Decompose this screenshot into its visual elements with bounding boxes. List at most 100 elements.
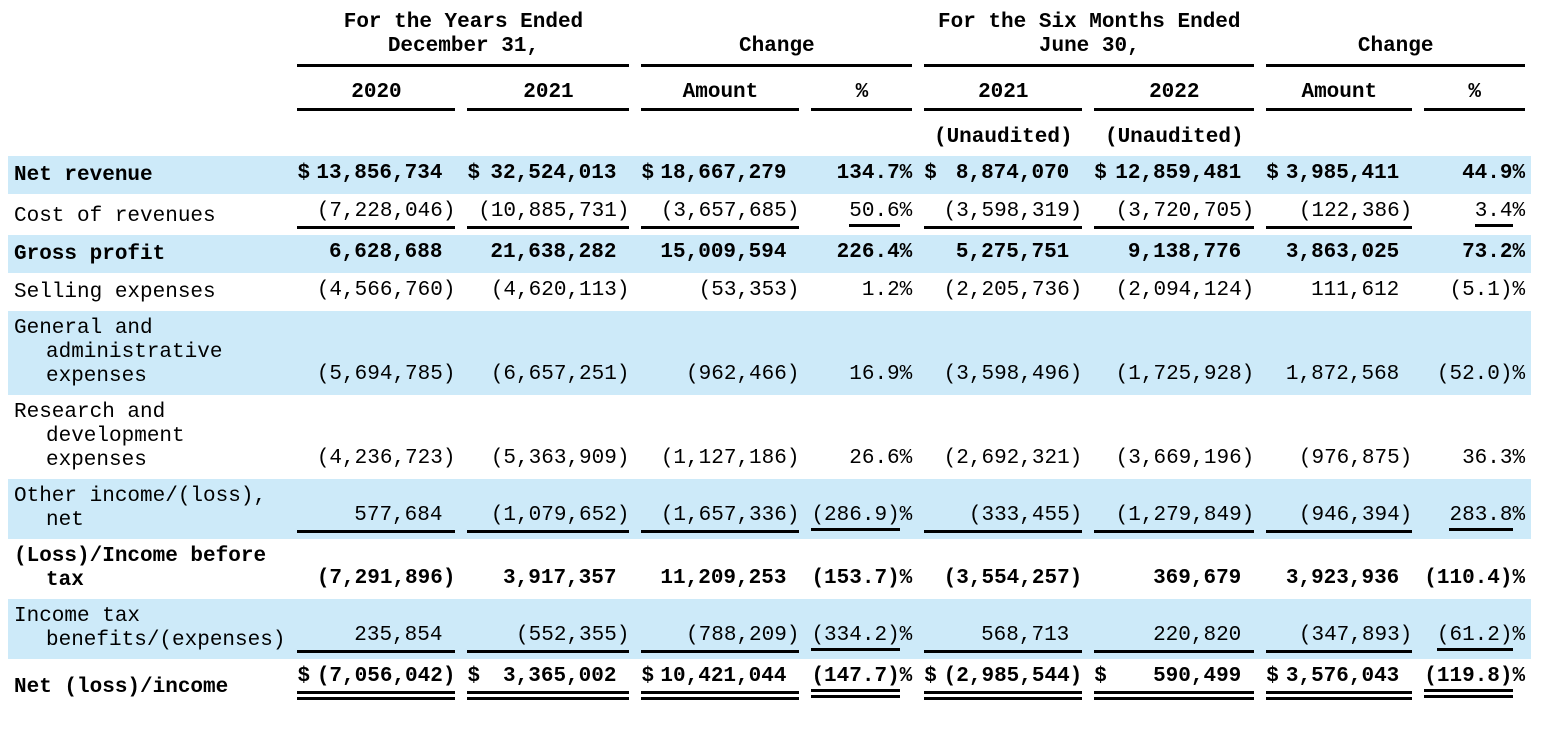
dollar-sign: $	[641, 162, 655, 185]
cell-value: (2,205,736)	[943, 279, 1083, 302]
dollar-sign: $	[467, 665, 481, 688]
cell-value: (7,228,046)	[316, 200, 456, 223]
cell-value: (286.9)	[811, 504, 900, 531]
cell-value: (2,094,124)	[1115, 279, 1255, 302]
amount-cell: (7,291,896)	[291, 539, 461, 599]
cell-value: 9,138,776	[1127, 241, 1242, 264]
group-six-months-cell: For the Six Months Ended June 30,	[918, 5, 1260, 73]
cell-value: (3,554,257)	[943, 567, 1083, 590]
corner-blank-cell	[8, 5, 291, 73]
cell-value: 577,684	[354, 504, 443, 527]
cell-value: 5,275,751	[955, 241, 1070, 264]
row-label: Net (loss)/income	[14, 676, 229, 699]
blank-cell	[8, 73, 291, 117]
dollar-sign: $	[924, 665, 937, 688]
cell-value: 10,421,044	[660, 665, 787, 688]
amount-cell: (2,094,124)	[1088, 273, 1260, 311]
cell-value: (4,566,760)	[316, 279, 456, 302]
amount-cell: $590,499	[1088, 659, 1260, 706]
percent-cell: 26.6%	[805, 395, 918, 479]
cell-value: (147.7)	[811, 665, 900, 698]
row-net-revenue: Net revenue $13,856,734 $32,524,013 $18,…	[8, 156, 1532, 194]
percent-sign: %	[899, 665, 913, 688]
amount-cell: $3,576,043	[1260, 659, 1418, 706]
dollar-sign: $	[297, 162, 311, 185]
percent-sign: %	[1512, 241, 1526, 264]
percent-sign: %	[899, 279, 913, 302]
amount-cell: (1,279,849)	[1088, 479, 1260, 539]
cell-value: 568,713	[981, 624, 1070, 647]
row-selling-expenses: Selling expenses (4,566,760) (4,620,113)…	[8, 273, 1531, 311]
cell-value: 8,874,070	[955, 162, 1070, 185]
amount-cell: (946,394)	[1260, 479, 1418, 539]
cell-value: 11,209,253	[660, 567, 787, 590]
amount-cell: $ (7,056,042)	[291, 659, 461, 706]
cell-value: 44.9	[1462, 162, 1513, 185]
amount-cell: (1,657,336)	[635, 479, 805, 539]
percent-sign: %	[899, 567, 913, 590]
group-change-2-title: Change	[1266, 35, 1526, 67]
percent-cell: (334.2)%	[805, 599, 918, 659]
dollar-sign: $	[297, 665, 311, 688]
row-label: Selling expenses	[14, 281, 216, 304]
col-header-change-pct-2: %	[1418, 73, 1531, 117]
percent-cell: 134.7%	[805, 156, 918, 194]
amount-cell: (7,228,046)	[291, 194, 461, 235]
percent-cell: 36.3%	[1418, 395, 1531, 479]
amount-cell: (3,669,196)	[1088, 395, 1260, 479]
percent-cell: 73.2%	[1418, 235, 1531, 273]
cell-value: (5,363,909)	[490, 447, 630, 470]
group-years-ended-title: For the Years Ended December 31,	[297, 11, 630, 67]
row-label: Gross profit	[14, 243, 166, 266]
cell-value: (5,694,785)	[316, 363, 456, 386]
percent-cell: (286.9)%	[805, 479, 918, 539]
row-label: Research and development expenses	[14, 401, 185, 472]
cell-value: 6,628,688	[329, 241, 443, 264]
cell-value: 3,863,025	[1285, 241, 1400, 264]
cell-value: (3,669,196)	[1115, 447, 1255, 470]
row-label: Income tax benefits/(expenses)	[14, 605, 286, 652]
cell-value: 36.3	[1462, 447, 1513, 470]
amount-cell: 1,872,568	[1260, 311, 1418, 395]
dollar-sign: $	[641, 665, 655, 688]
row-label: Other income/(loss), net	[14, 485, 267, 532]
cell-value: 111,612	[1311, 279, 1400, 302]
cell-value: 3,917,357	[503, 567, 617, 590]
percent-cell: (147.7)%	[805, 659, 918, 706]
cell-value: (552,355)	[516, 624, 630, 647]
cell-value: (1,725,928)	[1115, 363, 1255, 386]
amount-cell: $3,985,411	[1260, 156, 1418, 194]
amount-cell: (3,657,685)	[635, 194, 805, 235]
amount-cell: 369,679	[1088, 539, 1260, 599]
cell-value: (788,209)	[686, 624, 800, 647]
cell-value: 3.4	[1474, 200, 1513, 227]
row-income-tax-benefits-expenses: Income tax benefits/(expenses) 235,854 (…	[8, 599, 1532, 659]
percent-sign: %	[1512, 567, 1526, 590]
dollar-sign: $	[1266, 665, 1279, 688]
cell-value: 369,679	[1153, 567, 1242, 590]
amount-cell: $32,524,013	[461, 156, 635, 194]
percent-sign: %	[899, 447, 913, 470]
cell-value: (962,466)	[686, 363, 800, 386]
col-header-change-pct-1: %	[805, 73, 918, 117]
amount-cell: $8,874,070	[918, 156, 1088, 194]
cell-value: 12,859,481	[1115, 162, 1242, 185]
percent-sign: %	[899, 504, 913, 527]
percent-sign: %	[1512, 665, 1526, 688]
row-loss-income-before-tax: (Loss)/Income before tax (7,291,896) 3,9…	[8, 539, 1531, 599]
group-change-1-cell: Change	[635, 5, 918, 73]
row-net-loss-income: Net (loss)/income $ (7,056,042) $3,365,00…	[8, 659, 1531, 706]
cell-value: (52.0)	[1436, 363, 1513, 386]
amount-cell: (1,127,186)	[635, 395, 805, 479]
percent-cell: (153.7)%	[805, 539, 918, 599]
amount-cell: 5,275,751	[918, 235, 1088, 273]
amount-cell: (1,725,928)	[1088, 311, 1260, 395]
percent-cell: 16.9%	[805, 311, 918, 395]
cell-value: 134.7	[836, 162, 900, 185]
cell-value: (347,893)	[1298, 624, 1413, 647]
percent-cell: (110.4)%	[1418, 539, 1531, 599]
percent-sign: %	[899, 624, 913, 647]
cell-value: 73.2	[1462, 241, 1513, 264]
row-label: General and administrative expenses	[14, 317, 223, 388]
col-header-2020: 2020	[291, 73, 461, 117]
